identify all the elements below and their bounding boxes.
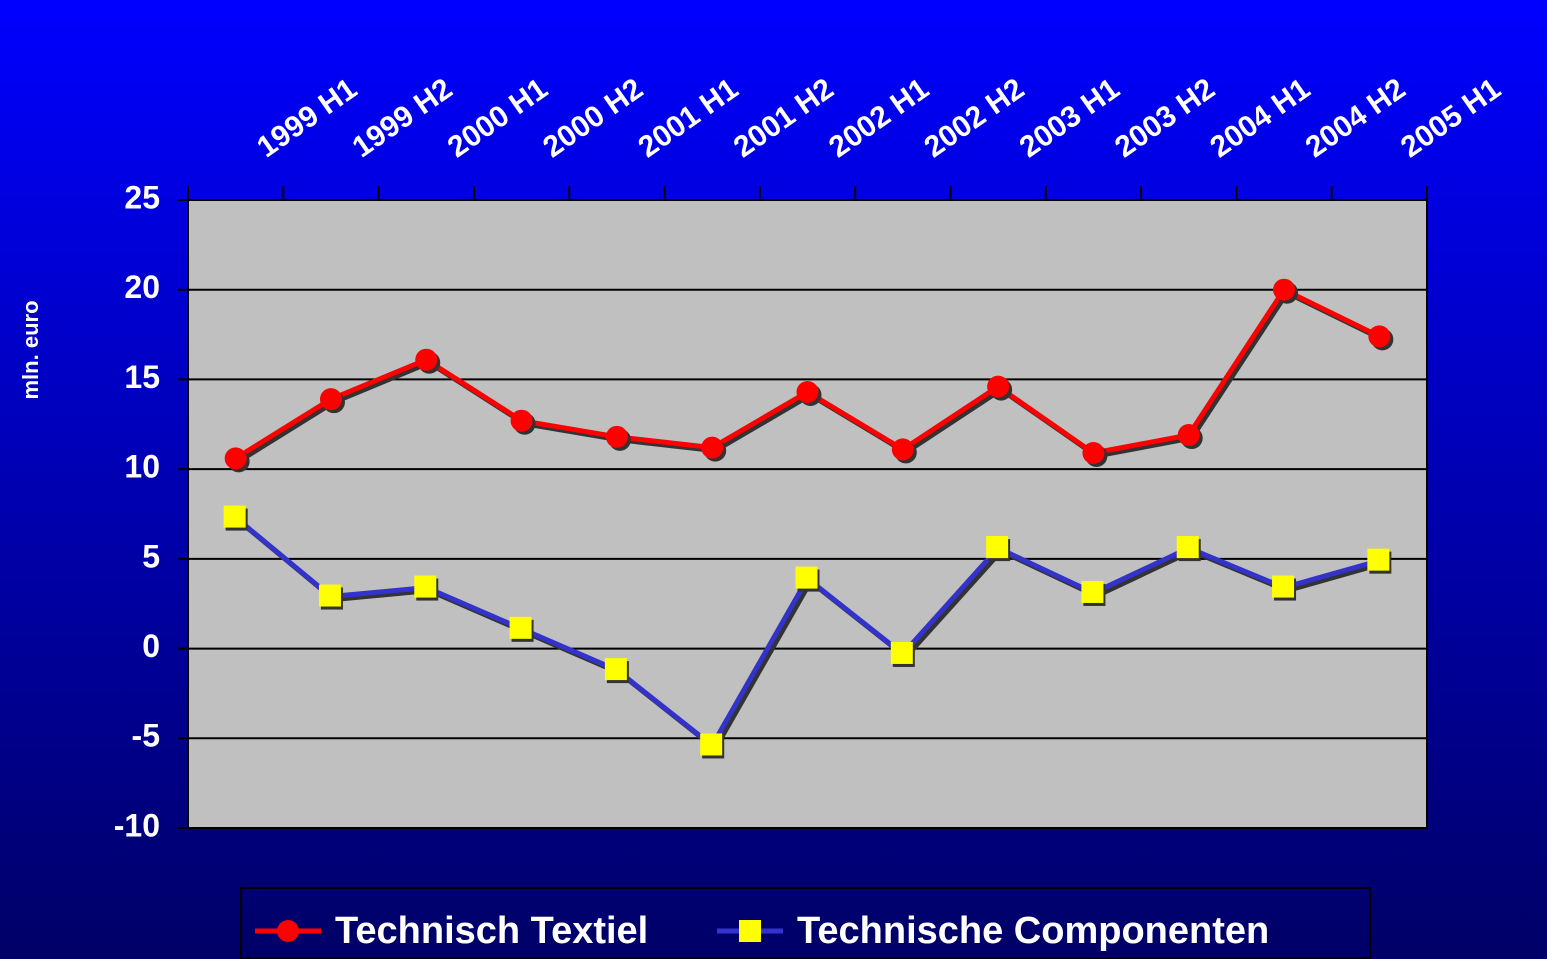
point (224, 447, 247, 470)
y-tick-label: 25 (124, 179, 160, 215)
plot-area (187, 199, 1428, 829)
y-tick-label: -10 (114, 807, 160, 843)
legend-marker (739, 920, 761, 942)
point (223, 505, 246, 528)
point (1368, 325, 1391, 348)
point (796, 380, 819, 403)
legend-label: Technische Componenten (797, 910, 1269, 952)
point (1273, 278, 1296, 301)
y-axis-label: mln. euro (18, 300, 43, 399)
point (1082, 441, 1105, 464)
point (509, 616, 532, 639)
point (1367, 548, 1390, 571)
legend-box (240, 887, 1371, 959)
point (510, 409, 533, 432)
point (700, 733, 723, 756)
point (415, 348, 438, 371)
series (224, 278, 1394, 473)
point (890, 641, 913, 664)
point (795, 566, 818, 589)
series (223, 505, 1392, 759)
point (987, 375, 1010, 398)
point (701, 436, 724, 459)
y-tick-label: 5 (142, 538, 160, 574)
point (986, 536, 1009, 559)
point (605, 425, 628, 448)
point (604, 658, 627, 681)
y-tick-label: 10 (124, 449, 160, 485)
legend-marker (277, 920, 299, 942)
y-tick-label: 15 (124, 359, 160, 395)
y-tick-label: -5 (132, 718, 160, 754)
point (1081, 580, 1104, 603)
point (1176, 536, 1199, 559)
point (414, 575, 437, 598)
point (318, 584, 341, 607)
y-tick-label: 20 (124, 269, 160, 305)
point (1177, 424, 1200, 447)
point (319, 388, 342, 411)
point (1272, 575, 1295, 598)
legend-label: Technisch Textiel (335, 910, 648, 952)
y-tick-label: 0 (142, 628, 160, 664)
point (891, 438, 914, 461)
